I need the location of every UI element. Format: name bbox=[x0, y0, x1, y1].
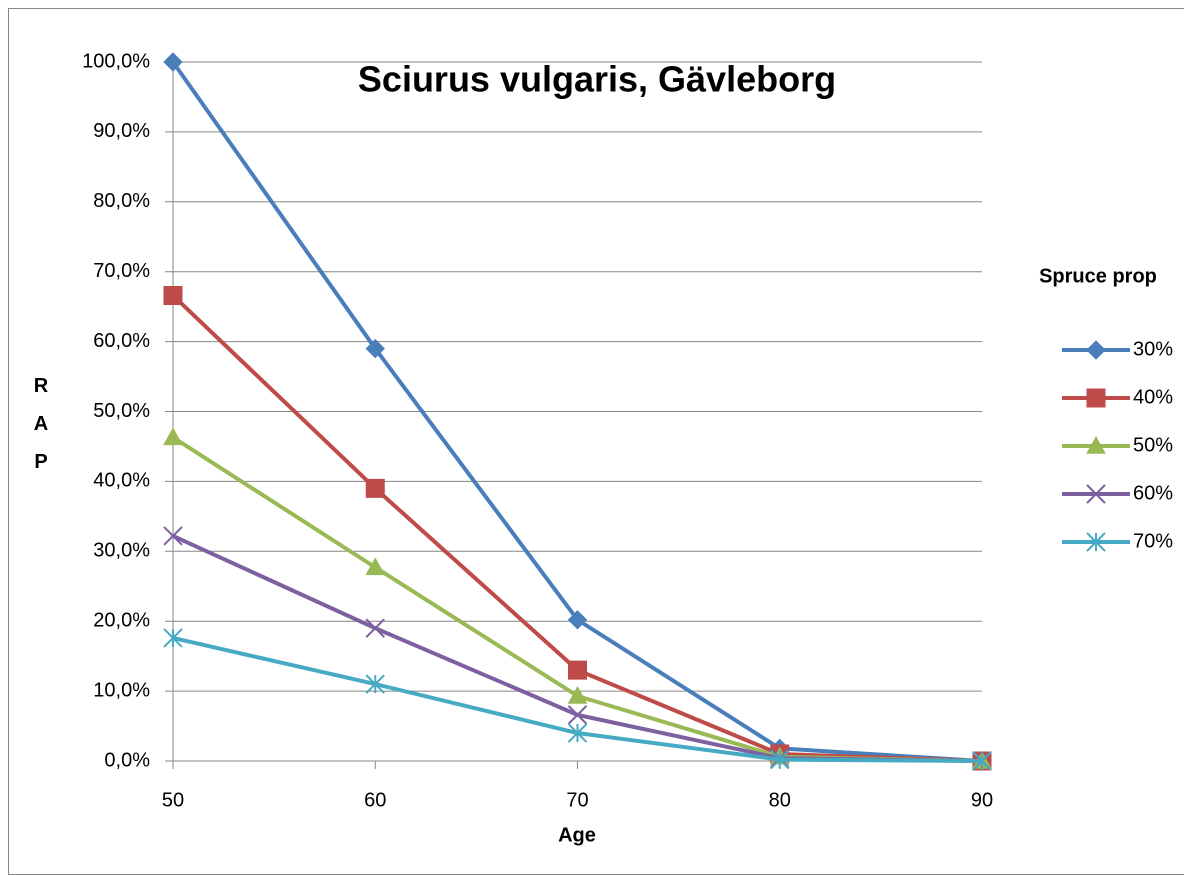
marker bbox=[163, 526, 183, 546]
marker bbox=[365, 674, 385, 694]
legend-label: 50% bbox=[1133, 434, 1173, 456]
legend-label: 30% bbox=[1133, 338, 1173, 360]
x-axis-title: Age bbox=[558, 824, 596, 846]
legend-marker bbox=[1086, 532, 1106, 552]
y-tick-label: 20,0% bbox=[93, 609, 150, 631]
y-tick-label: 30,0% bbox=[93, 540, 150, 562]
legend-label: 40% bbox=[1133, 386, 1173, 408]
y-axis-title: RAP bbox=[30, 375, 52, 489]
marker bbox=[163, 427, 183, 446]
legend-marker bbox=[1086, 340, 1106, 360]
x-tick-label: 50 bbox=[162, 789, 184, 811]
x-tick-label: 60 bbox=[364, 789, 386, 811]
marker bbox=[568, 660, 587, 680]
y-tick-label: 70,0% bbox=[93, 260, 150, 282]
chart-title: Sciurus vulgaris, Gävleborg bbox=[358, 59, 836, 100]
y-tick-label: 50,0% bbox=[93, 400, 150, 422]
marker bbox=[163, 52, 183, 72]
marker bbox=[365, 618, 385, 638]
marker bbox=[365, 557, 386, 576]
legend-marker bbox=[1086, 435, 1106, 454]
x-tick-label: 90 bbox=[971, 789, 993, 811]
marker bbox=[163, 628, 183, 648]
legend-label: 60% bbox=[1133, 482, 1173, 504]
marker bbox=[567, 610, 588, 630]
legend-title: Spruce prop bbox=[1039, 265, 1157, 287]
y-tick-label: 80,0% bbox=[93, 190, 150, 212]
marker bbox=[567, 685, 588, 704]
y-tick-label: 100,0% bbox=[82, 50, 150, 72]
marker bbox=[163, 285, 183, 305]
x-tick-label: 80 bbox=[769, 789, 791, 811]
y-tick-label: 90,0% bbox=[93, 120, 150, 142]
y-tick-label: 40,0% bbox=[93, 470, 150, 492]
x-tick-label: 70 bbox=[566, 789, 588, 811]
y-tick-label: 60,0% bbox=[93, 330, 150, 352]
marker bbox=[770, 749, 790, 770]
y-tick-label: 10,0% bbox=[93, 679, 150, 701]
marker bbox=[972, 751, 992, 771]
legend-marker bbox=[1086, 388, 1106, 408]
marker bbox=[567, 723, 588, 743]
marker bbox=[567, 705, 588, 725]
y-tick-label: 0,0% bbox=[104, 749, 150, 771]
marker bbox=[365, 338, 385, 359]
legend-label: 70% bbox=[1133, 530, 1173, 552]
chart-frame bbox=[8, 8, 1184, 875]
marker bbox=[365, 478, 385, 498]
legend-marker bbox=[1086, 484, 1106, 504]
